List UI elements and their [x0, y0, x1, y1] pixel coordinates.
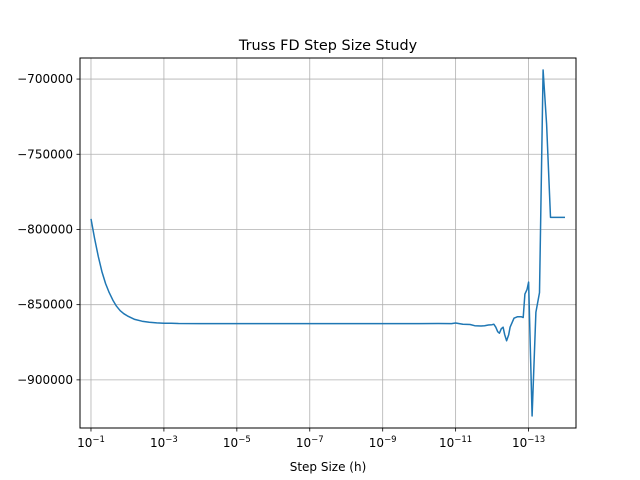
- plot-frame: [79, 57, 577, 429]
- grid: [80, 58, 576, 428]
- y-tick-label: −750000: [17, 147, 73, 161]
- x-tick-label: 10−5: [223, 435, 251, 450]
- chart-title: Truss FD Step Size Study: [238, 38, 418, 54]
- y-tick-label: −700000: [17, 72, 73, 86]
- x-tick-label: 10−13: [512, 435, 545, 450]
- y-tick-label: −850000: [17, 298, 73, 312]
- x-axis-label: Step Size (h): [290, 460, 367, 474]
- y-axis: −700000 −750000 −800000 −850000 −900000: [17, 72, 80, 387]
- y-tick-label: −800000: [17, 222, 73, 236]
- x-tick-label: 10−1: [77, 435, 105, 450]
- x-tick-label: 10−11: [439, 435, 472, 450]
- plot-line-group: [90, 69, 565, 417]
- x-tick-label: 10−7: [296, 435, 324, 450]
- x-tick-label: 10−3: [150, 435, 178, 450]
- x-tick-label: 10−9: [369, 435, 397, 450]
- series-line: [90, 69, 565, 417]
- x-axis: 10−1 10−3 10−5 10−7 10−9 10−11 10−13: [77, 428, 545, 450]
- y-tick-label: −900000: [17, 373, 73, 387]
